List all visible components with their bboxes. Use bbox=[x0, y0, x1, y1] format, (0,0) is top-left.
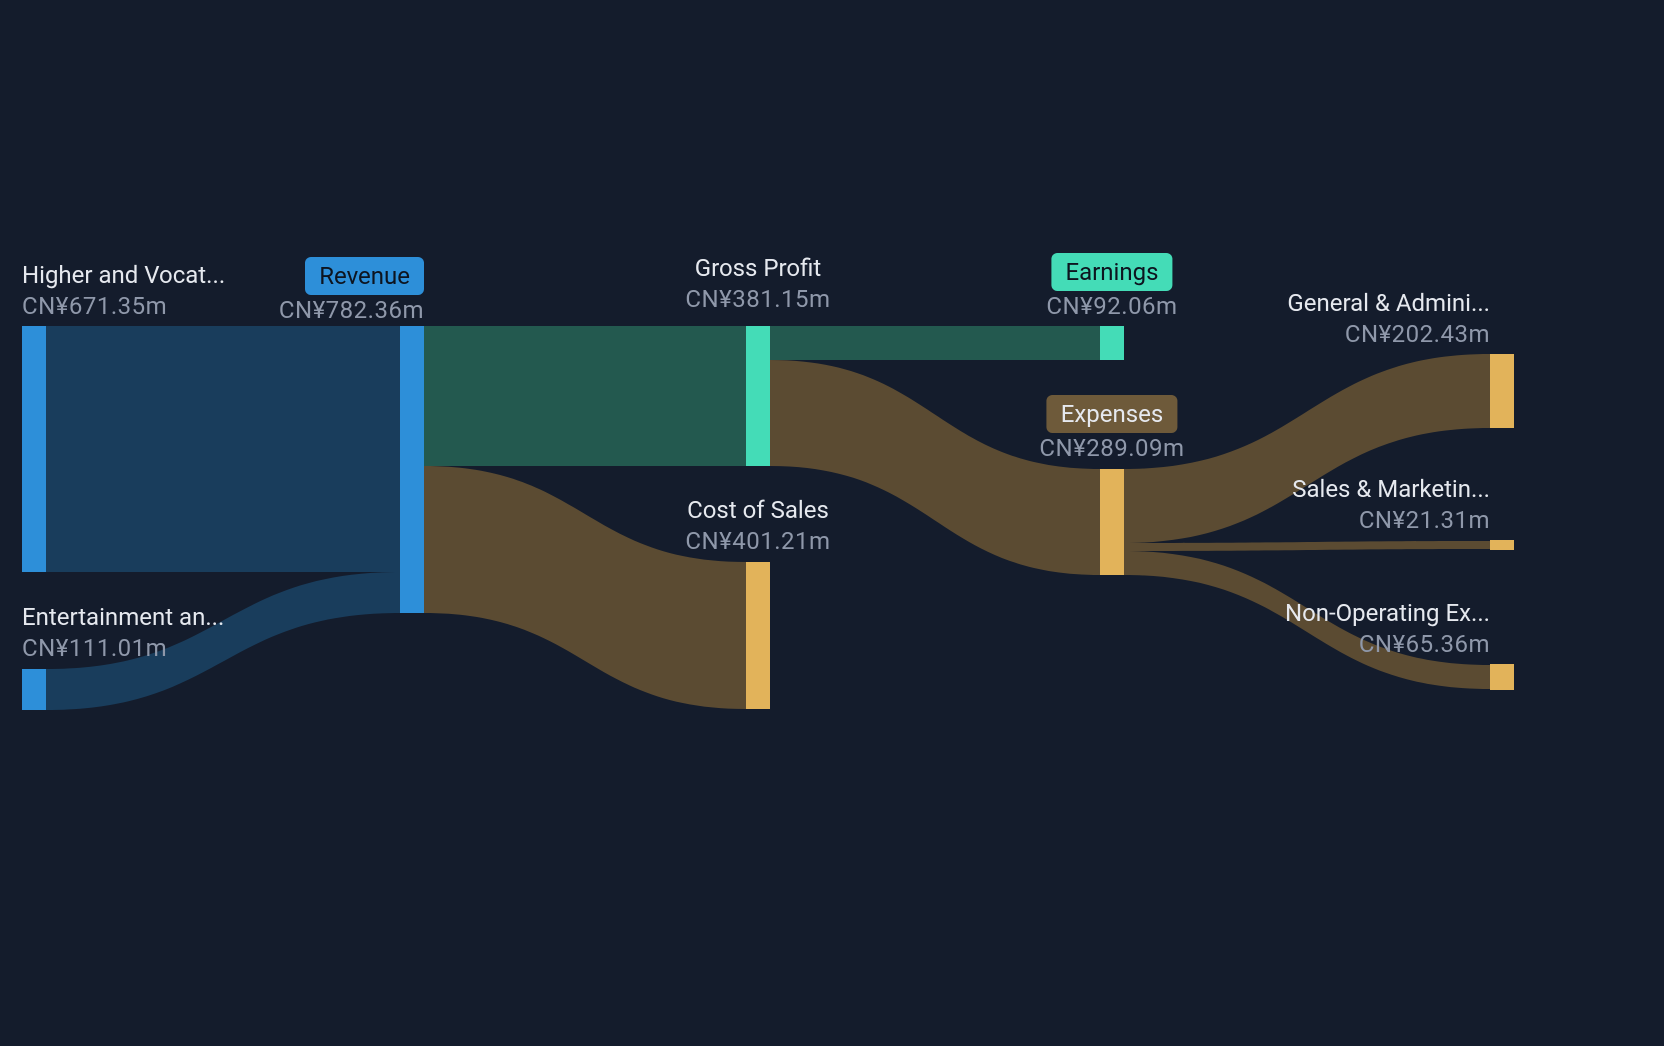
link-expenses-ga bbox=[1124, 354, 1490, 543]
node-higher[interactable] bbox=[22, 326, 46, 572]
link-revenue-cos bbox=[424, 466, 746, 709]
node-sm[interactable] bbox=[1490, 540, 1514, 550]
link-gross-expenses bbox=[770, 360, 1100, 575]
node-nop[interactable] bbox=[1490, 664, 1514, 690]
link-revenue-gross bbox=[424, 326, 746, 466]
sankey-svg bbox=[0, 0, 1664, 1046]
link-entertainment-revenue bbox=[46, 572, 400, 710]
node-expenses[interactable] bbox=[1100, 469, 1124, 575]
node-gross[interactable] bbox=[746, 326, 770, 466]
node-revenue[interactable] bbox=[400, 326, 424, 613]
link-expenses-nop bbox=[1124, 551, 1490, 689]
sankey-chart: Higher and Vocat...CN¥671.35mEntertainme… bbox=[0, 0, 1664, 1046]
node-ga[interactable] bbox=[1490, 354, 1514, 428]
link-expenses-sm bbox=[1124, 541, 1490, 551]
node-earnings[interactable] bbox=[1100, 326, 1124, 360]
link-gross-earnings bbox=[770, 326, 1100, 360]
node-cos[interactable] bbox=[746, 562, 770, 709]
link-higher-revenue bbox=[46, 326, 400, 572]
node-entertainment[interactable] bbox=[22, 669, 46, 710]
